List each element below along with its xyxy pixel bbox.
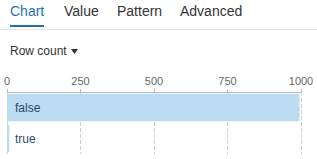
svg-text:500: 500 <box>145 75 163 87</box>
svg-text:false: false <box>15 101 41 115</box>
svg-text:0: 0 <box>4 75 10 87</box>
html-text:Chart: Chart <box>10 3 45 19</box>
html-text:Row count: Row count <box>10 44 67 58</box>
svg-text:750: 750 <box>218 75 236 87</box>
html-text:Value: Value <box>64 3 99 19</box>
svg-text:1000: 1000 <box>289 75 313 87</box>
html-text:Advanced: Advanced <box>180 3 243 19</box>
html-text:Pattern: Pattern <box>117 3 163 19</box>
svg-text:true: true <box>15 132 36 146</box>
svg-text:250: 250 <box>71 75 89 87</box>
